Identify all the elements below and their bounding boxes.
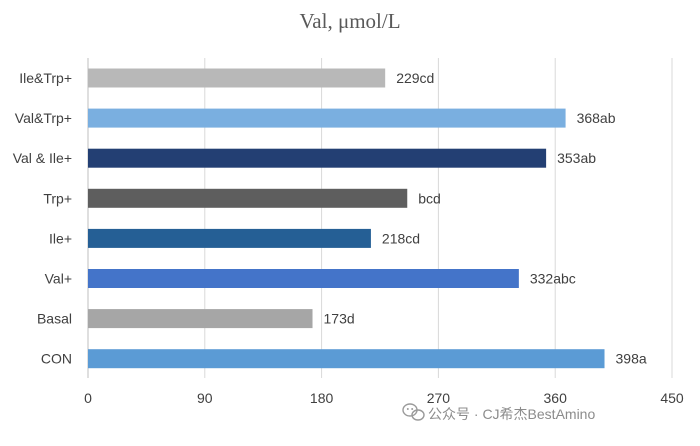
watermark: 公众号 · CJ希杰BestAmino: [402, 403, 595, 422]
x-tick-label: 450: [660, 390, 684, 406]
bar: [88, 68, 386, 88]
data-label: 353ab: [557, 150, 596, 166]
data-labels: 229cd 368ab 353ab bcd 218cd 332abc 173d 398a: [324, 70, 647, 367]
x-tick-label: 270: [427, 390, 451, 406]
gridlines: [87, 58, 673, 378]
category-label: Val&Trp+: [15, 110, 72, 126]
data-label: 368ab: [577, 110, 616, 126]
category-label: Basal: [37, 311, 72, 327]
x-tick-label: 180: [310, 390, 334, 406]
wechat-icon: [402, 403, 425, 421]
x-tick-label: 90: [197, 390, 213, 406]
data-label: 173d: [324, 311, 355, 327]
chart-title: Val, μmol/L: [299, 9, 400, 33]
x-tick-label: 0: [84, 390, 92, 406]
bar: [88, 188, 408, 208]
category-labels: Ile&Trp+ Val&Trp+ Val & Ile+ Trp+ Ile+ Val+ Ba…: [13, 70, 72, 367]
category-label: Val & Ile+: [13, 150, 72, 166]
data-label: 332abc: [530, 271, 576, 287]
x-tick-label: 360: [544, 390, 568, 406]
data-label: 229cd: [396, 70, 434, 86]
bars: [88, 68, 605, 369]
category-label: Ile+: [49, 230, 72, 246]
category-label: CON: [41, 351, 72, 367]
watermark-text: 公众号 · CJ希杰BestAmino: [428, 406, 595, 422]
bar: [88, 349, 605, 369]
bar: [88, 309, 313, 329]
data-label: 218cd: [382, 230, 420, 246]
category-label: Trp+: [43, 190, 72, 206]
bar: [88, 269, 519, 288]
data-label: 398a: [616, 351, 647, 367]
bar: [88, 108, 566, 128]
bar: [88, 148, 547, 168]
data-label: bcd: [418, 190, 441, 206]
bar: [88, 228, 371, 248]
x-tick-labels: 0 90 180 270 360 450: [84, 390, 684, 406]
category-label: Ile&Trp+: [19, 70, 72, 86]
category-label: Val+: [45, 271, 72, 287]
